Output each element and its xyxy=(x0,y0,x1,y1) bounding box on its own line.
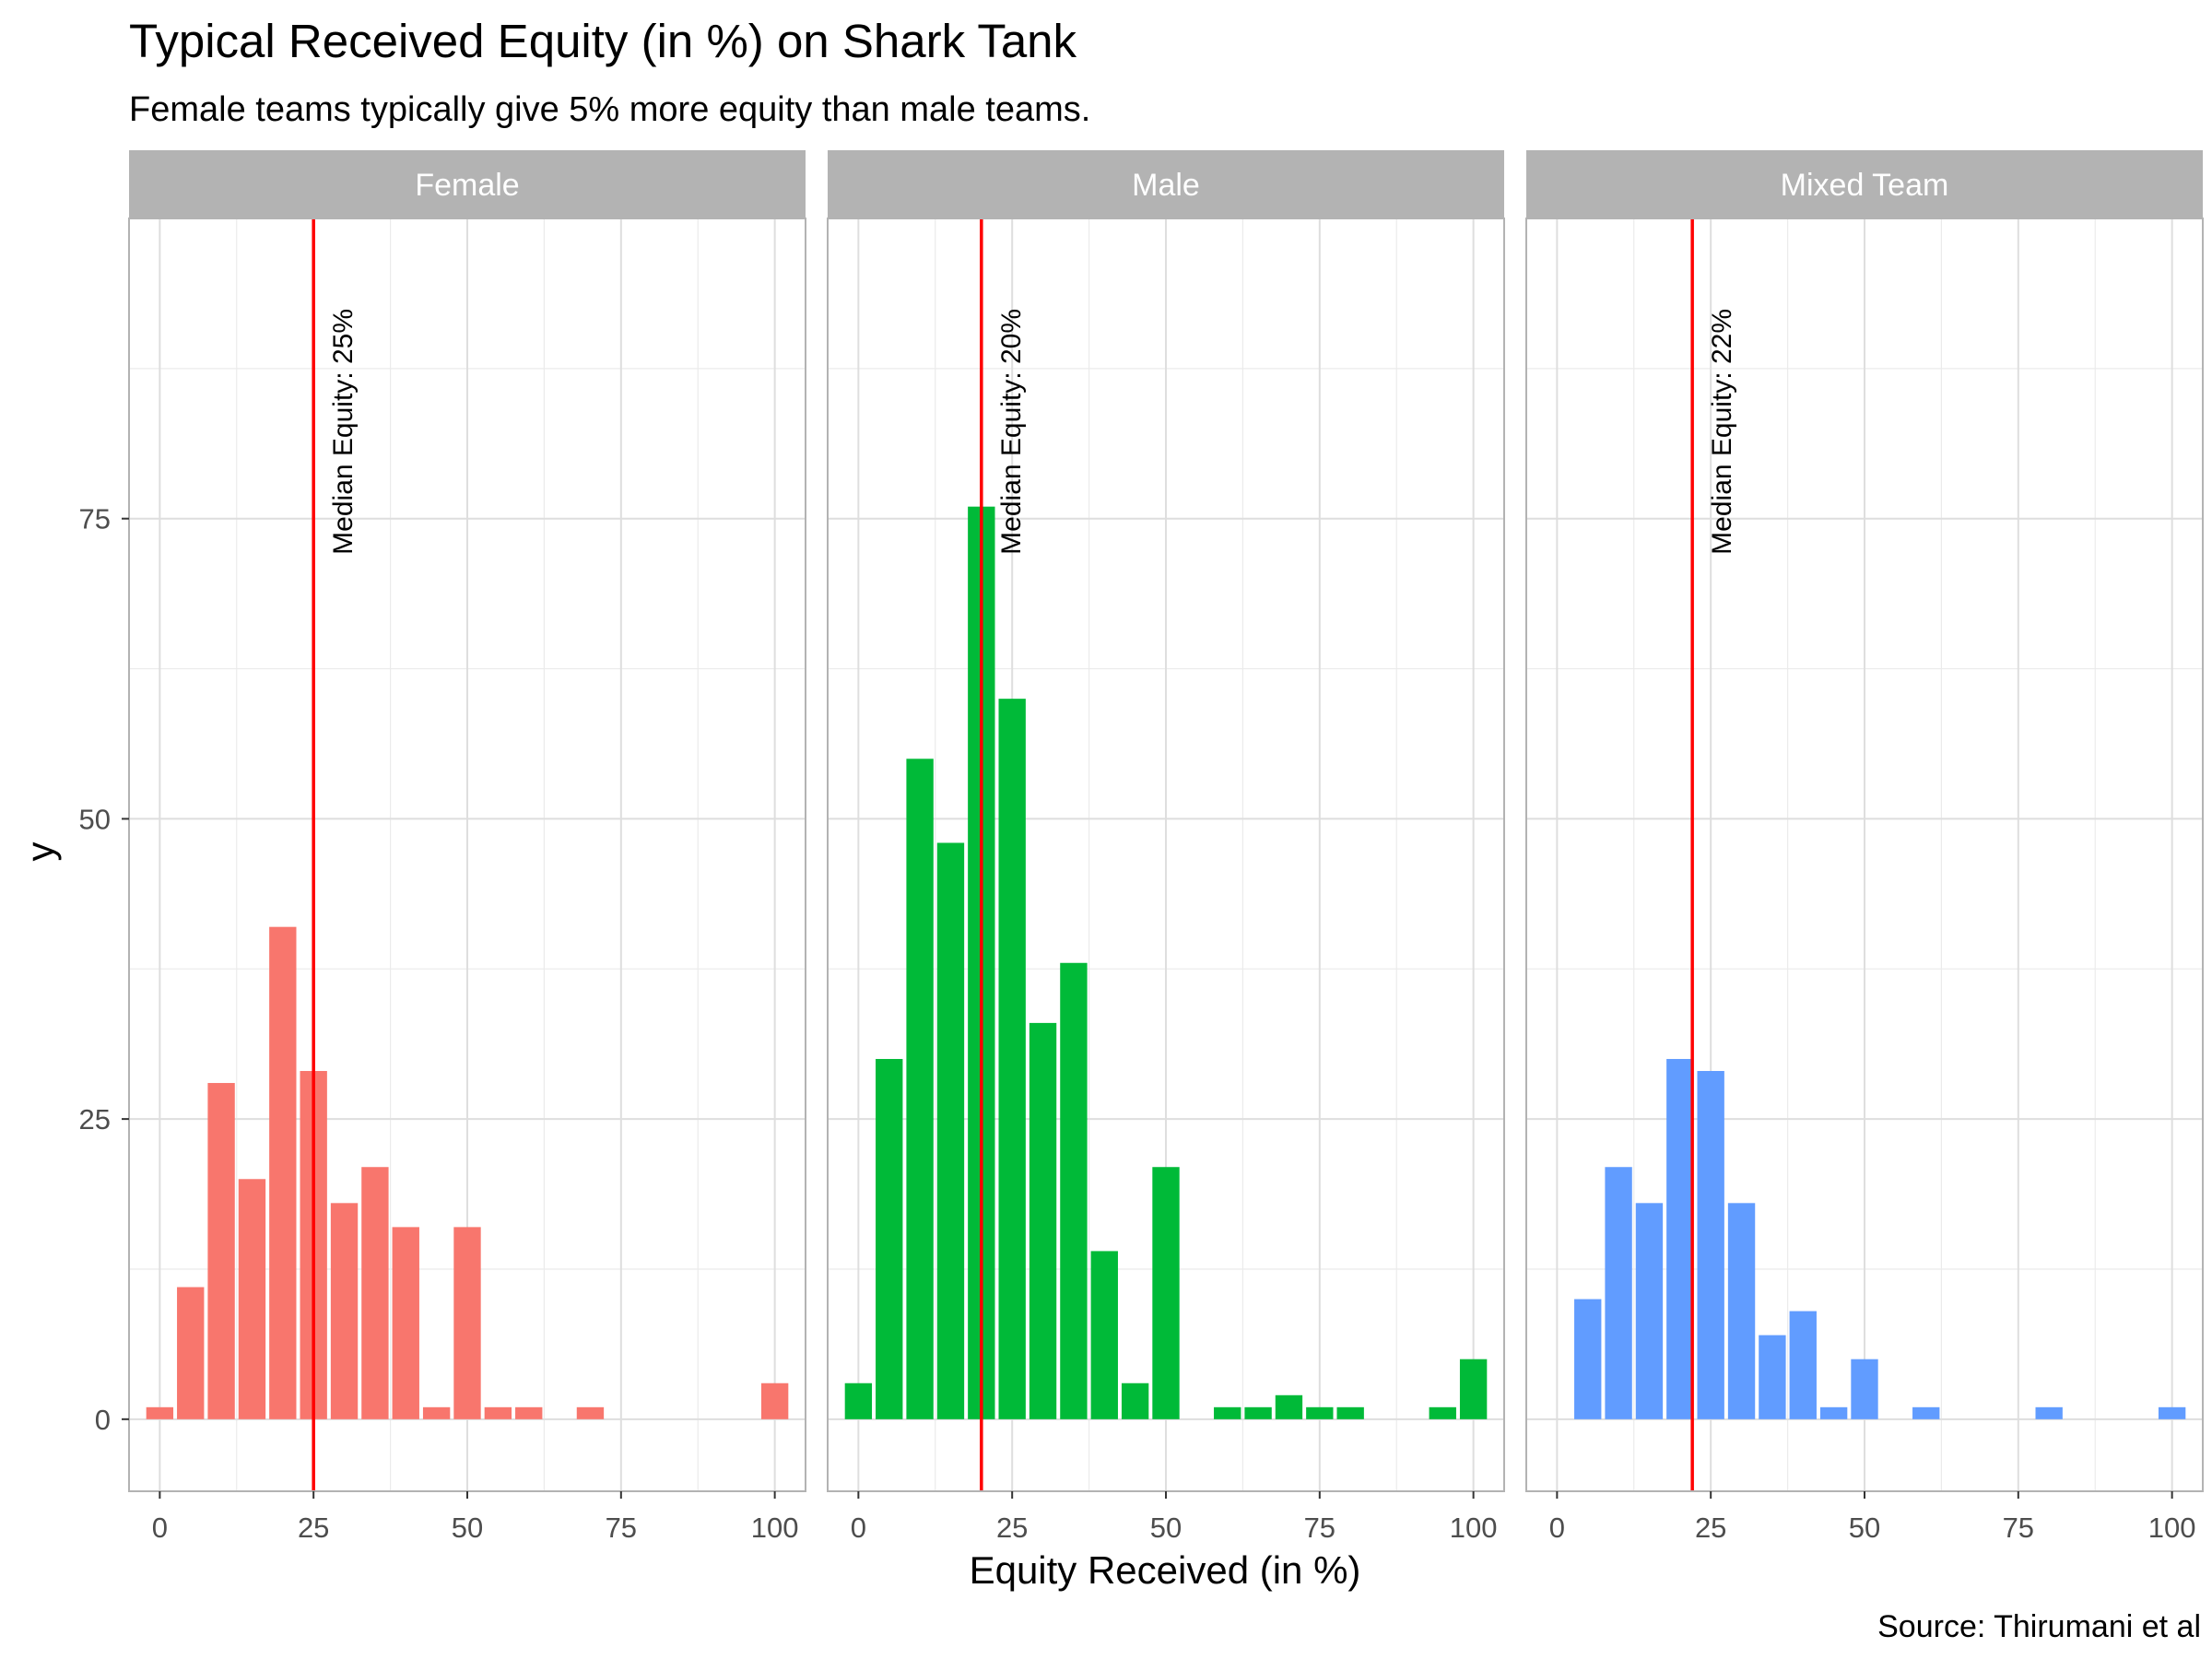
histogram-bar xyxy=(1029,1022,1057,1419)
y-tick-label: 75 xyxy=(79,503,111,535)
histogram-bar xyxy=(238,1179,266,1419)
histogram-bar xyxy=(1697,1071,1724,1419)
x-tick-label: 50 xyxy=(1150,1512,1182,1544)
x-tick-label: 100 xyxy=(1450,1512,1498,1544)
y-tick-label: 50 xyxy=(79,803,111,835)
histogram-bar xyxy=(936,842,965,1419)
x-tick-label: 0 xyxy=(152,1512,168,1544)
histogram-bar xyxy=(1244,1406,1272,1419)
histogram-bar xyxy=(207,1083,235,1419)
histogram-bar xyxy=(330,1203,359,1419)
histogram-bar xyxy=(1851,1359,1878,1419)
histogram-bar xyxy=(576,1406,605,1419)
x-tick-label: 50 xyxy=(452,1512,483,1544)
histogram-bar xyxy=(1727,1203,1756,1419)
median-label: Median Equity: 22% xyxy=(1707,309,1737,555)
median-label: Median Equity: 25% xyxy=(328,309,359,555)
histogram-bar xyxy=(1214,1406,1241,1419)
y-tick-label: 0 xyxy=(95,1404,111,1436)
histogram-bar xyxy=(906,759,934,1419)
histogram-bar xyxy=(1275,1394,1303,1419)
x-axis-title: Equity Received (in %) xyxy=(970,1548,1361,1592)
histogram-bar xyxy=(392,1227,419,1419)
histogram-bar xyxy=(1912,1406,1940,1419)
chart-caption: Source: Thirumani et al xyxy=(1877,1609,2201,1644)
y-tick-label: 25 xyxy=(79,1103,111,1135)
histogram-bar xyxy=(1574,1299,1602,1419)
histogram-bar xyxy=(2158,1406,2186,1419)
facet-panel: Male Median Equity: 20% 0 25 50 75 100 xyxy=(827,150,1505,1544)
histogram-bar xyxy=(1306,1406,1334,1419)
histogram-bar xyxy=(1666,1058,1694,1419)
histogram-bar xyxy=(1336,1406,1364,1419)
histogram-bar xyxy=(146,1406,174,1419)
histogram-bar xyxy=(1060,962,1088,1419)
histogram-bar xyxy=(1819,1406,1848,1419)
y-axis-title: y xyxy=(18,842,62,862)
facet-strip-label: Mixed Team xyxy=(1781,168,1949,203)
histogram-bar xyxy=(1789,1311,1817,1419)
median-label: Median Equity: 20% xyxy=(996,309,1027,555)
histogram-bar xyxy=(1121,1382,1149,1419)
x-tick-label: 0 xyxy=(1549,1512,1565,1544)
chart-subtitle: Female teams typically give 5% more equi… xyxy=(129,90,1090,129)
histogram-bar xyxy=(1090,1251,1118,1419)
histogram-bar xyxy=(760,1382,789,1419)
histogram-bar xyxy=(998,699,1026,1419)
facet-strip xyxy=(129,150,806,218)
x-tick-label: 25 xyxy=(996,1512,1028,1544)
facet-panel: Mixed Team Median Equity: 22% 0 25 50 75 100 xyxy=(1525,150,2204,1544)
histogram-bar xyxy=(422,1406,451,1419)
x-tick-label: 75 xyxy=(2003,1512,2034,1544)
histogram-bar xyxy=(361,1167,389,1419)
histogram-bar xyxy=(844,1382,873,1419)
histogram-bar xyxy=(1759,1335,1786,1419)
x-tick-label: 75 xyxy=(1304,1512,1335,1544)
histogram-bar xyxy=(1152,1167,1180,1419)
x-tick-label: 50 xyxy=(1849,1512,1880,1544)
histogram-bar xyxy=(1459,1359,1488,1419)
facet-strip-label: Female xyxy=(415,168,519,203)
facet-strip xyxy=(1526,150,2203,218)
histogram-bar xyxy=(453,1227,481,1419)
facet-panel: Female Median Equity: 25% 0 25 50 75 100 xyxy=(128,150,806,1544)
histogram-bar xyxy=(1605,1167,1632,1419)
histogram-bar xyxy=(269,926,297,1419)
chart-title: Typical Received Equity (in %) on Shark … xyxy=(129,15,1077,67)
x-tick-label: 25 xyxy=(298,1512,329,1544)
facet-strip xyxy=(828,150,1504,218)
histogram-bar xyxy=(515,1406,543,1419)
histogram-bar xyxy=(1429,1406,1456,1419)
x-tick-label: 0 xyxy=(851,1512,866,1544)
histogram-bar xyxy=(876,1058,903,1419)
facet-strip-label: Male xyxy=(1132,168,1200,203)
x-tick-label: 100 xyxy=(751,1512,799,1544)
x-tick-label: 25 xyxy=(1695,1512,1726,1544)
histogram-bar xyxy=(1635,1203,1664,1419)
histogram-bar xyxy=(2035,1406,2063,1419)
x-tick-label: 100 xyxy=(2148,1512,2196,1544)
x-tick-label: 75 xyxy=(606,1512,637,1544)
histogram-bar xyxy=(177,1287,205,1419)
panels-layer: 0 25 50 75 Female Median Equity: 25% 0 25 50 75 10… xyxy=(79,150,2204,1544)
histogram-bar xyxy=(484,1406,512,1419)
